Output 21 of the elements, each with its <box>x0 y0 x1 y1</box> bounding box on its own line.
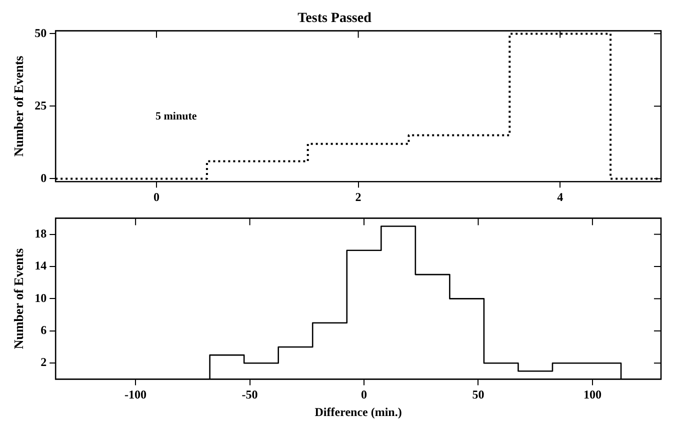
y-tick-label: 0 <box>40 170 47 185</box>
x-tick-label: 0 <box>154 190 160 204</box>
y-tick-label: 14 <box>34 258 47 273</box>
y-axis-title: Number of Events <box>11 248 26 350</box>
x-tick-label: 100 <box>583 387 602 402</box>
y-tick-label: 10 <box>34 290 47 305</box>
x-axis-title: Difference (min.) <box>314 404 402 419</box>
y-tick-label: 6 <box>40 322 47 337</box>
x-tick-label: 2 <box>355 190 362 204</box>
y-tick-label: 25 <box>34 98 47 112</box>
chart-title: Tests Passed <box>298 11 372 26</box>
y-tick-label: 2 <box>40 355 47 370</box>
y-axis-title: Number of Events <box>11 56 26 157</box>
x-tick-label: -50 <box>242 387 258 402</box>
x-tick-label: 0 <box>361 387 368 402</box>
x-tick-label: -100 <box>124 387 147 402</box>
annotation: 5 minute <box>155 110 197 123</box>
x-tick-label: 4 <box>557 190 564 204</box>
y-tick-label: 18 <box>34 226 47 240</box>
y-tick-label: 50 <box>34 26 47 40</box>
x-tick-label: 50 <box>472 387 484 402</box>
